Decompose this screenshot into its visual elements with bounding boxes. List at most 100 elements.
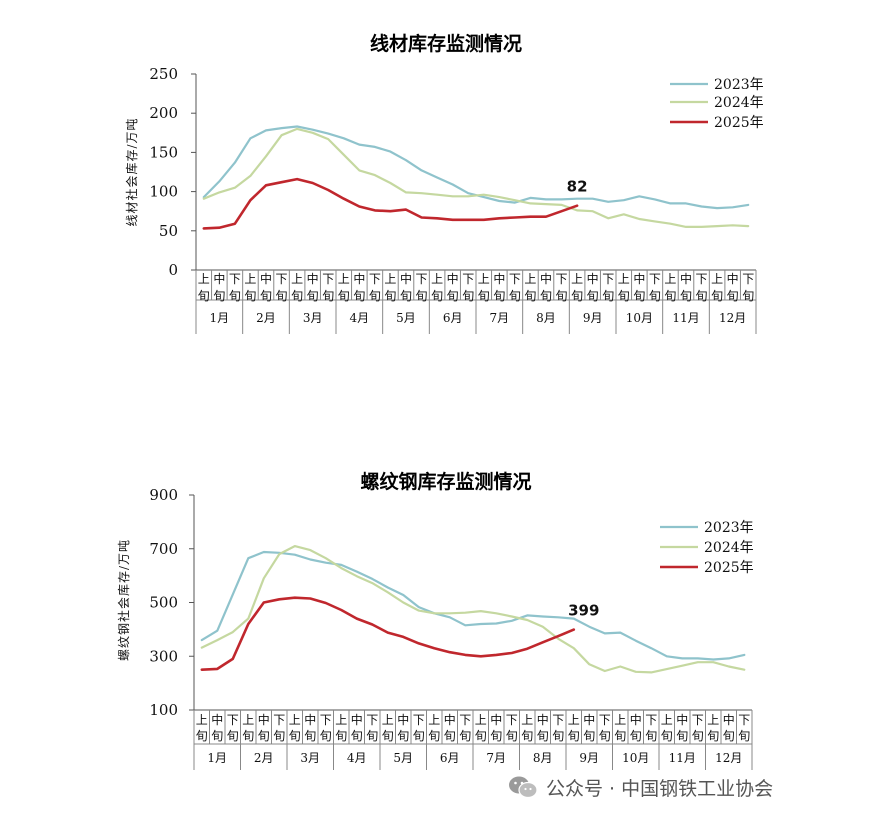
data-point-2024年 bbox=[464, 611, 467, 614]
x-period-label-suffix: 旬 bbox=[524, 289, 536, 303]
data-point-2023年 bbox=[420, 169, 423, 172]
x-month-label: 11月 bbox=[669, 751, 696, 765]
data-point-2024年 bbox=[728, 665, 730, 668]
data-point-2024年 bbox=[356, 575, 358, 577]
data-point-2023年 bbox=[371, 578, 374, 580]
x-month-label: 3月 bbox=[303, 311, 323, 325]
x-period-label-suffix: 旬 bbox=[599, 729, 611, 743]
data-point-2024年 bbox=[495, 612, 498, 615]
data-point-2025年 bbox=[247, 623, 250, 625]
data-point-2023年 bbox=[247, 557, 250, 559]
x-period-label-suffix: 旬 bbox=[304, 729, 316, 743]
data-point-2024年 bbox=[247, 617, 250, 620]
x-period-label: 上 bbox=[428, 713, 440, 727]
x-period-label: 下 bbox=[322, 272, 334, 286]
x-period-label-suffix: 旬 bbox=[571, 289, 583, 303]
x-period-label: 上 bbox=[475, 713, 487, 727]
x-period-label: 中 bbox=[727, 271, 739, 286]
x-period-label-suffix: 旬 bbox=[696, 289, 708, 303]
data-point-2024年 bbox=[263, 577, 265, 580]
data-point-2025年 bbox=[249, 199, 252, 201]
data-point-2023年 bbox=[311, 128, 314, 131]
x-period-label: 中 bbox=[307, 271, 319, 286]
data-point-2025年 bbox=[203, 227, 205, 230]
x-period-label-suffix: 旬 bbox=[289, 729, 301, 743]
data-point-2023年 bbox=[638, 195, 641, 198]
x-period-label: 下 bbox=[696, 272, 708, 286]
data-point-2024年 bbox=[619, 665, 622, 668]
data-point-2025年 bbox=[542, 641, 544, 644]
x-period-label-suffix: 旬 bbox=[382, 729, 394, 743]
wechat-icon bbox=[509, 776, 538, 799]
x-period-label-suffix: 旬 bbox=[213, 289, 225, 303]
x-period-label: 上 bbox=[244, 272, 256, 286]
chart-1: 线材库存监测情况050100150200250线材社会库存/万吨上旬中旬下旬上旬… bbox=[124, 32, 764, 334]
data-point-2025年 bbox=[325, 602, 327, 604]
x-period-label-suffix: 旬 bbox=[556, 289, 568, 303]
data-point-2023年 bbox=[747, 204, 749, 206]
x-period-label-suffix: 旬 bbox=[338, 289, 350, 303]
data-point-2025年 bbox=[216, 668, 219, 670]
data-point-2024年 bbox=[387, 591, 389, 594]
x-period-label: 上 bbox=[568, 713, 580, 727]
data-point-2024年 bbox=[234, 186, 236, 189]
data-point-2025年 bbox=[343, 197, 345, 200]
x-period-label: 下 bbox=[320, 713, 332, 727]
data-point-2024年 bbox=[697, 661, 699, 663]
data-point-2025年 bbox=[234, 222, 236, 225]
data-point-2024年 bbox=[635, 671, 637, 673]
data-point-2025年 bbox=[526, 647, 529, 650]
data-annotation: 82 bbox=[567, 178, 588, 196]
x-period-label: 下 bbox=[556, 272, 568, 286]
data-point-2024年 bbox=[201, 646, 203, 649]
data-point-2025年 bbox=[296, 178, 298, 180]
y-tick-label: 250 bbox=[149, 65, 178, 83]
data-point-2023年 bbox=[529, 197, 532, 199]
data-point-2025年 bbox=[511, 652, 513, 654]
x-period-label: 下 bbox=[742, 272, 754, 286]
y-axis-label: 螺纹钢社会库存/万吨 bbox=[116, 539, 131, 661]
data-point-2023年 bbox=[356, 570, 358, 573]
x-period-label-suffix: 旬 bbox=[521, 729, 533, 743]
data-point-2023年 bbox=[588, 625, 591, 628]
data-point-2023年 bbox=[451, 183, 454, 186]
x-period-label: 上 bbox=[338, 272, 350, 286]
data-point-2024年 bbox=[358, 169, 361, 172]
chart-title: 螺纹钢库存监测情况 bbox=[360, 470, 531, 493]
data-point-2025年 bbox=[495, 654, 498, 656]
x-month-label: 10月 bbox=[626, 311, 653, 325]
x-period-label: 下 bbox=[692, 713, 704, 727]
x-period-label: 中 bbox=[258, 712, 270, 727]
data-point-2023年 bbox=[573, 617, 575, 620]
chart-2: 螺纹钢库存监测情况100300500700900螺纹钢社会库存/万吨上旬中旬下旬… bbox=[116, 470, 754, 770]
data-point-2024年 bbox=[436, 193, 438, 196]
x-period-label: 中 bbox=[351, 712, 363, 727]
data-point-2023年 bbox=[436, 176, 438, 179]
x-period-label: 下 bbox=[459, 713, 471, 727]
data-point-2024年 bbox=[203, 197, 205, 200]
x-period-label-suffix: 旬 bbox=[273, 729, 285, 743]
data-point-2024年 bbox=[340, 567, 343, 569]
data-point-2023年 bbox=[654, 198, 656, 201]
data-point-2023年 bbox=[607, 201, 609, 203]
watermark-text: 公众号 · 中国钢铁工业协会 bbox=[546, 777, 774, 800]
x-period-label: 上 bbox=[198, 272, 210, 286]
data-point-2023年 bbox=[669, 202, 672, 205]
data-point-2024年 bbox=[483, 193, 485, 196]
x-period-label-suffix: 旬 bbox=[291, 289, 303, 303]
data-point-2025年 bbox=[464, 654, 467, 656]
x-month-label: 1月 bbox=[207, 751, 227, 765]
data-point-2023年 bbox=[685, 202, 687, 205]
x-period-label-suffix: 旬 bbox=[227, 729, 239, 743]
data-point-2024年 bbox=[607, 217, 609, 220]
series-line-2024年 bbox=[200, 545, 746, 674]
x-period-label: 中 bbox=[353, 271, 365, 286]
x-period-label: 上 bbox=[431, 272, 443, 286]
x-period-label-suffix: 旬 bbox=[630, 729, 642, 743]
data-point-2025年 bbox=[327, 189, 330, 191]
data-point-2025年 bbox=[402, 636, 405, 638]
legend-label: 2023年 bbox=[704, 520, 754, 536]
data-point-2025年 bbox=[573, 628, 575, 631]
x-period-label: 下 bbox=[602, 272, 614, 286]
data-point-2023年 bbox=[280, 127, 283, 129]
